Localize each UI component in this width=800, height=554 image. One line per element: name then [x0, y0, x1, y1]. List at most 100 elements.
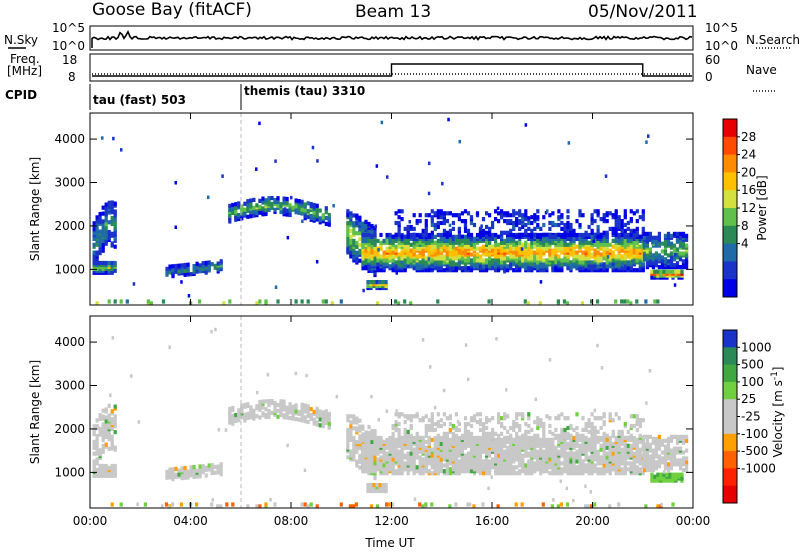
- data-cell: [678, 251, 683, 256]
- data-cell: [500, 246, 504, 251]
- data-cell: [409, 232, 413, 238]
- data-cell: [246, 199, 250, 204]
- colorbar-tick-label: 8: [741, 219, 749, 233]
- data-cell: [488, 252, 492, 257]
- data-cell: [539, 240, 543, 245]
- data-cell: [587, 455, 591, 460]
- data-cell: [448, 238, 452, 243]
- data-cell: [104, 407, 108, 412]
- data-cell: [617, 220, 621, 226]
- data-cell: [526, 301, 530, 306]
- data-cell: [488, 232, 492, 237]
- data-cell: [430, 453, 434, 458]
- data-cell: [406, 414, 410, 419]
- data-cell: [542, 232, 546, 237]
- data-cell: [430, 471, 434, 476]
- data-cell: [587, 248, 591, 253]
- data-cell: [648, 434, 652, 439]
- data-cell: [231, 421, 235, 426]
- data-cell: [95, 260, 99, 266]
- data-cell: [469, 220, 474, 226]
- cpid-segment-1: tau (fast) 503: [93, 93, 186, 107]
- data-cell: [436, 215, 440, 220]
- data-cell: [457, 435, 461, 441]
- data-cell: [195, 502, 199, 507]
- data-cell: [485, 416, 489, 421]
- data-cell: [352, 457, 356, 462]
- data-cell: [673, 253, 677, 257]
- data-cell: [312, 409, 316, 414]
- data-cell: [545, 465, 549, 470]
- data-cell: [397, 260, 401, 265]
- data-cell: [617, 463, 621, 468]
- data-cell: [557, 414, 561, 419]
- data-cell: [101, 242, 105, 247]
- data-cell: [506, 211, 510, 216]
- data-cell: [366, 280, 370, 285]
- data-cell: [237, 418, 241, 423]
- data-cell: [454, 412, 458, 417]
- data-cell: [548, 429, 552, 434]
- data-cell: [101, 414, 105, 419]
- data-cell: [617, 232, 621, 238]
- data-cell: [673, 283, 677, 287]
- data-cell: [451, 451, 455, 456]
- data-cell: [566, 431, 570, 436]
- data-cell: [92, 459, 96, 464]
- data-cell: [168, 264, 172, 269]
- data-cell: [653, 269, 657, 274]
- data-cell: [554, 427, 558, 433]
- data-cell: [575, 232, 579, 238]
- data-cell: [327, 216, 331, 221]
- data-cell: [104, 423, 108, 428]
- data-cell: [349, 424, 353, 429]
- data-cell: [433, 240, 437, 245]
- data-cell: [395, 271, 398, 275]
- data-cell: [563, 226, 567, 231]
- data-cell: [301, 219, 304, 223]
- data-cell: [318, 423, 322, 428]
- data-cell: [521, 232, 525, 237]
- data-cell: [427, 234, 431, 239]
- nsearch-tick-high: 10^5: [705, 21, 738, 35]
- data-cell: [376, 252, 380, 257]
- data-cell: [560, 213, 564, 218]
- data-cell: [527, 471, 531, 476]
- data-cell: [685, 464, 689, 469]
- data-cell: [427, 244, 431, 249]
- data-cell: [375, 504, 380, 509]
- data-cell: [663, 239, 668, 244]
- data-cell: [685, 233, 689, 238]
- data-cell: [385, 437, 389, 442]
- data-cell: [379, 455, 383, 460]
- data-cell: [560, 461, 564, 466]
- data-cell: [107, 413, 111, 418]
- data-cell: [454, 266, 458, 271]
- data-cell: [660, 450, 664, 455]
- data-cell: [620, 435, 624, 440]
- data-cell: [500, 230, 504, 235]
- data-cell: [430, 238, 434, 243]
- data-cell: [276, 196, 280, 201]
- data-cell: [475, 252, 480, 257]
- data-cell: [358, 428, 362, 433]
- data-cell: [518, 441, 522, 446]
- data-cell: [388, 465, 392, 470]
- data-cell: [515, 264, 519, 269]
- data-cell: [373, 474, 377, 479]
- freq-tick-high: 18: [62, 53, 77, 67]
- data-cell: [221, 174, 224, 178]
- data-cell: [512, 213, 516, 218]
- data-cell: [358, 434, 362, 439]
- data-cell: [430, 447, 434, 452]
- data-cell: [433, 441, 437, 446]
- data-cell: [309, 202, 313, 207]
- data-cell: [355, 240, 359, 246]
- data-cell: [324, 409, 328, 414]
- data-cell: [617, 435, 621, 441]
- data-cell: [255, 203, 259, 208]
- data-cell: [587, 232, 591, 238]
- data-cell: [412, 461, 416, 466]
- data-cell: [663, 458, 668, 463]
